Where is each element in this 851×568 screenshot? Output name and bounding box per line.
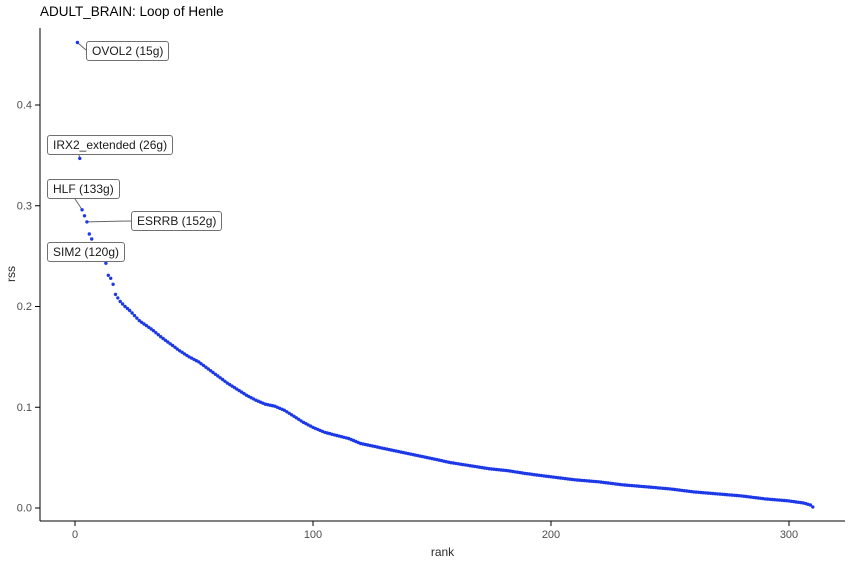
data-point	[85, 220, 89, 224]
data-point	[147, 325, 151, 329]
y-tick-label: 0.4	[17, 100, 32, 112]
data-point	[218, 376, 222, 380]
data-point	[206, 367, 210, 371]
x-tick-label: 100	[304, 529, 322, 541]
data-point	[166, 340, 170, 344]
data-point	[163, 338, 168, 342]
data-point	[135, 316, 139, 320]
data-point	[297, 417, 301, 421]
data-point	[75, 40, 80, 45]
data-point	[201, 363, 206, 368]
annotation-irx2_extended: IRX2_extended (26g)	[47, 135, 174, 155]
data-point	[80, 208, 84, 212]
annotation-sim2: SIM2 (120g)	[47, 242, 126, 262]
data-point	[161, 336, 165, 341]
data-point	[223, 379, 227, 383]
x-tick-label: 0	[72, 529, 78, 541]
data-point	[142, 322, 146, 326]
data-point	[125, 306, 130, 311]
data-point	[128, 308, 132, 313]
data-point	[90, 237, 94, 241]
data-point	[120, 302, 125, 306]
x-axis-label: rank	[430, 545, 455, 559]
data-point	[87, 232, 92, 236]
data-point	[175, 347, 179, 351]
y-tick-label: 0.1	[17, 402, 32, 414]
data-point	[132, 313, 137, 318]
annotation-esrrb: ESRRB (152g)	[131, 211, 223, 231]
data-point	[170, 343, 175, 348]
data-point	[173, 345, 177, 349]
data-point	[111, 282, 115, 286]
y-tick-label: 0.0	[17, 503, 32, 515]
leader-lines-layer	[74, 42, 132, 247]
data-point	[197, 360, 201, 364]
data-point	[106, 273, 111, 277]
data-point	[156, 333, 160, 337]
data-point	[211, 370, 215, 375]
data-point	[180, 350, 184, 354]
data-point	[78, 156, 82, 161]
y-axis-label: rss	[4, 266, 18, 282]
data-point	[204, 365, 208, 369]
data-point	[159, 335, 163, 339]
data-point	[116, 296, 120, 300]
data-point	[109, 276, 113, 280]
data-point	[118, 299, 122, 304]
data-point	[130, 311, 134, 315]
data-point	[242, 391, 246, 396]
data-point	[199, 362, 203, 366]
data-point	[123, 304, 127, 309]
points-layer	[75, 40, 815, 509]
data-point	[808, 503, 813, 507]
axes-layer: 0.0 0.1 0.2 0.3 0.4 0 100 200 300	[17, 28, 845, 541]
data-point	[113, 292, 118, 297]
data-point	[168, 342, 172, 346]
annotation-hlf: HLF (133g)	[47, 179, 120, 199]
data-point	[151, 329, 156, 333]
x-tick-label: 200	[542, 529, 560, 541]
data-point	[220, 377, 225, 382]
data-point	[139, 320, 144, 324]
data-point	[154, 331, 158, 335]
annotation-leader-line	[86, 220, 132, 223]
x-tick-label: 300	[780, 529, 798, 541]
data-point	[216, 374, 220, 378]
annotation-leader-line	[74, 198, 83, 211]
data-point	[82, 214, 87, 218]
data-point	[104, 261, 108, 265]
annotation-ovol2: OVOL2 (15g)	[86, 41, 170, 61]
y-tick-label: 0.3	[17, 200, 32, 212]
data-point	[144, 323, 149, 328]
y-tick-label: 0.2	[17, 301, 32, 313]
data-point	[811, 505, 815, 509]
data-point	[209, 369, 213, 373]
data-point	[213, 372, 218, 376]
chart-title: ADULT_BRAIN: Loop of Henle	[40, 4, 224, 19]
annotation-leader-line	[77, 42, 87, 51]
